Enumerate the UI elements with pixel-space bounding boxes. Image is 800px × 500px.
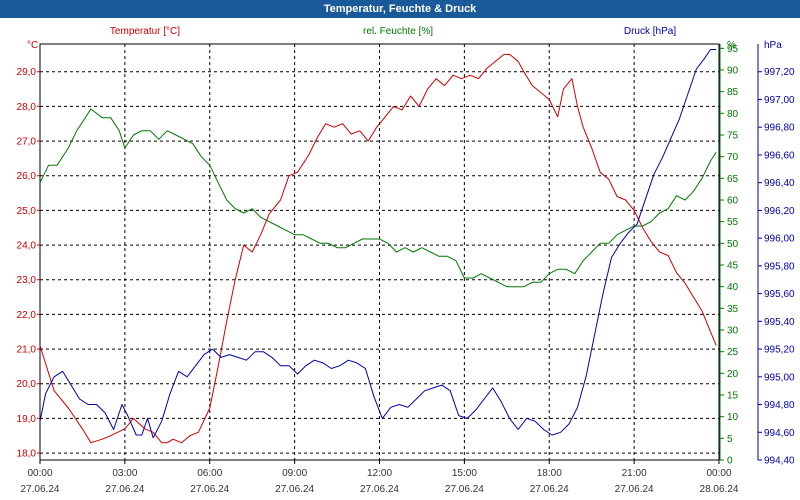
x-tick-time: 06:00 <box>197 468 222 479</box>
humidity-tick-label: 30 <box>727 326 739 337</box>
humidity-tick-label: 45 <box>727 261 739 272</box>
x-tick-time: 15:00 <box>452 468 477 479</box>
pressure-series-line <box>39 49 717 439</box>
humidity-tick-label: 20 <box>727 369 739 380</box>
humidity-unit-label: % <box>727 40 736 51</box>
humidity-tick-label: 5 <box>727 434 733 445</box>
x-tick-date: 27.06.24 <box>21 484 60 495</box>
chart-title: Temperatur, Feuchte & Druck <box>0 0 800 18</box>
temperature-tick-label: 27,0 <box>17 137 37 148</box>
pressure-tick-label: 995,40 <box>764 317 795 328</box>
humidity-tick-label: 85 <box>727 87 739 98</box>
humidity-tick-label: 50 <box>727 239 739 250</box>
humidity-tick-label: 80 <box>727 109 739 120</box>
humidity-tick-label: 95 <box>727 44 739 55</box>
humidity-tick-label: 40 <box>727 282 739 293</box>
humidity-tick-label: 25 <box>727 347 739 358</box>
x-tick-date: 27.06.24 <box>615 484 654 495</box>
temperature-tick-label: 22,0 <box>17 310 37 321</box>
pressure-tick-label: 994,80 <box>764 400 795 411</box>
pressure-tick-label: 994,40 <box>764 456 795 467</box>
temperature-tick-label: 26,0 <box>17 171 37 182</box>
pressure-tick-label: 997,00 <box>764 95 795 106</box>
x-tick-date: 27.06.24 <box>445 484 484 495</box>
pressure-tick-label: 994,60 <box>764 428 795 439</box>
pressure-tick-label: 995,20 <box>764 345 795 356</box>
pressure-tick-label: 996,40 <box>764 178 795 189</box>
temperature-unit-label: °C <box>27 40 38 51</box>
humidity-tick-label: 0 <box>727 456 733 467</box>
legend-temperature: Temperatur [°C] <box>110 26 180 37</box>
humidity-series-line <box>39 108 717 288</box>
temperature-series-line <box>39 53 717 444</box>
x-tick-time: 21:00 <box>622 468 647 479</box>
x-tick-date: 28.06.24 <box>700 484 739 495</box>
x-tick-time: 12:00 <box>367 468 392 479</box>
pressure-tick-label: 996,80 <box>764 123 795 134</box>
temperature-tick-label: 24,0 <box>17 241 37 252</box>
x-tick-date: 27.06.24 <box>530 484 569 495</box>
humidity-tick-label: 55 <box>727 217 739 228</box>
humidity-tick-label: 35 <box>727 304 739 315</box>
humidity-tick-label: 15 <box>727 391 739 402</box>
temperature-tick-label: 29,0 <box>17 67 37 78</box>
temperature-tick-label: 21,0 <box>17 345 37 356</box>
pressure-tick-label: 996,60 <box>764 150 795 161</box>
x-tick-time: 00:00 <box>27 468 52 479</box>
humidity-tick-label: 75 <box>727 131 739 142</box>
pressure-tick-label: 996,00 <box>764 234 795 245</box>
temperature-tick-label: 23,0 <box>17 275 37 286</box>
pressure-tick-label: 995,00 <box>764 372 795 383</box>
temperature-tick-label: 25,0 <box>17 206 37 217</box>
x-tick-date: 27.06.24 <box>190 484 229 495</box>
x-tick-time: 18:00 <box>537 468 562 479</box>
humidity-tick-label: 10 <box>727 412 739 423</box>
pressure-unit-label: hPa <box>764 40 782 51</box>
humidity-tick-label: 70 <box>727 152 739 163</box>
temperature-tick-label: 19,0 <box>17 414 37 425</box>
x-tick-date: 27.06.24 <box>360 484 399 495</box>
x-tick-time: 09:00 <box>282 468 307 479</box>
legend-pressure: Druck [hPa] <box>624 26 676 37</box>
humidity-tick-label: 60 <box>727 196 739 207</box>
pressure-tick-label: 996,20 <box>764 206 795 217</box>
pressure-tick-label: 997,20 <box>764 67 795 78</box>
temperature-tick-label: 18,0 <box>17 449 37 460</box>
humidity-tick-label: 65 <box>727 174 739 185</box>
legend-humidity: rel. Feuchte [%] <box>363 26 433 37</box>
x-tick-time: 03:00 <box>112 468 137 479</box>
pressure-tick-label: 995,80 <box>764 261 795 272</box>
humidity-tick-label: 90 <box>727 66 739 77</box>
pressure-tick-label: 995,60 <box>764 289 795 300</box>
x-tick-date: 27.06.24 <box>275 484 314 495</box>
temperature-tick-label: 28,0 <box>17 102 37 113</box>
temperature-tick-label: 20,0 <box>17 379 37 390</box>
x-tick-date: 27.06.24 <box>105 484 144 495</box>
x-tick-time: 00:00 <box>706 468 731 479</box>
